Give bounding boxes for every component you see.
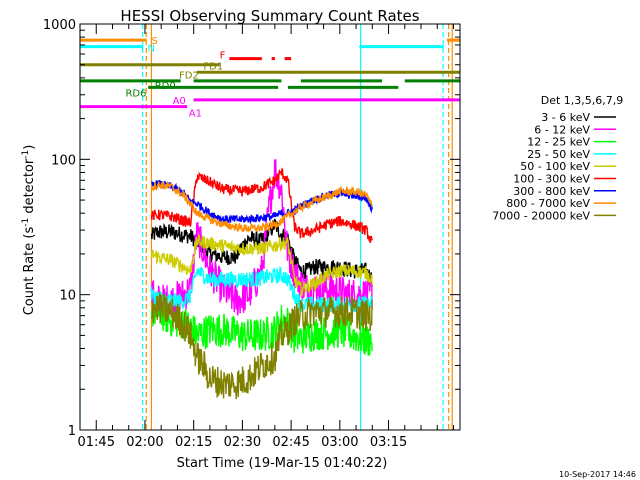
y-tick-label-1: 1 [68, 424, 76, 439]
legend-label-100-300-kev: 100 - 300 keV [513, 173, 590, 186]
y-axis-label-main: Count Rate (s [22, 227, 37, 316]
x-tick-label-02-00: 02:00 [126, 435, 163, 450]
legend-label-12-25-kev: 12 - 25 keV [527, 136, 590, 149]
legend-label-800-7000-kev: 800 - 7000 keV [506, 197, 590, 210]
chart-title: HESSI Observing Summary Count Rates [120, 7, 419, 25]
legend-label-3-6-kev: 3 - 6 keV [541, 111, 590, 124]
series-800-7000-kev-line [150, 181, 373, 233]
plot-border [79, 23, 461, 431]
y-axis-label: Count Rate (s-1 detector-1) [21, 145, 37, 316]
y-tick-label-1000: 1000 [43, 18, 76, 33]
flag-label-a0: A0 [173, 96, 186, 107]
y-axis-label-sup1: -1 [21, 218, 31, 227]
x-tick-label-03-00: 03:00 [321, 435, 358, 450]
x-axis-label: Start Time (19-Mar-15 01:40:22) [177, 456, 388, 471]
flag-label-rd6: RD6 [125, 88, 146, 99]
series-100-300-kev-line [150, 167, 373, 244]
footer-timestamp: 10-Sep-2017 14:46 [559, 470, 636, 479]
series-50-100-kev-line [150, 234, 373, 297]
legend-label-6-12-kev: 6 - 12 keV [534, 123, 590, 136]
x-tick-label-02-15: 02:15 [175, 435, 212, 450]
flag-label-fd1: FD1 [203, 62, 223, 73]
y-tick-label-10: 10 [59, 289, 76, 304]
x-tick-label-01-45: 01:45 [78, 435, 115, 450]
x-tick-label-02-45: 02:45 [272, 435, 309, 450]
flag-label-f: F [220, 51, 226, 62]
y-axis-label-sup2: -1 [21, 150, 31, 159]
legend-title: Det 1,3,5,6,7,9 [541, 94, 624, 107]
legend-label-7000-20000-kev: 7000 - 20000 keV [492, 209, 590, 222]
legend-label-25-50-kev: 25 - 50 keV [527, 148, 590, 161]
y-tick-label-100: 100 [51, 153, 76, 168]
flag-label-n: N [148, 44, 155, 55]
x-tick-label-03-15: 03:15 [370, 435, 407, 450]
flag-label-fd2: FD2 [179, 70, 199, 81]
flag-label-s: S [151, 36, 157, 47]
y-axis-label-mid: detector [22, 158, 37, 218]
y-axis-label-end: ) [22, 145, 37, 150]
series-7000-20000-kev-line [150, 292, 373, 400]
plot-area: SNFFD1FD2RD0RD6A0A1110100100001:4502:000… [43, 18, 461, 450]
legend-label-300-800-kev: 300 - 800 keV [513, 185, 590, 198]
legend-label-50-100-kev: 50 - 100 keV [520, 160, 590, 173]
x-tick-label-02-30: 02:30 [224, 435, 261, 450]
flag-label-a1: A1 [189, 109, 202, 120]
